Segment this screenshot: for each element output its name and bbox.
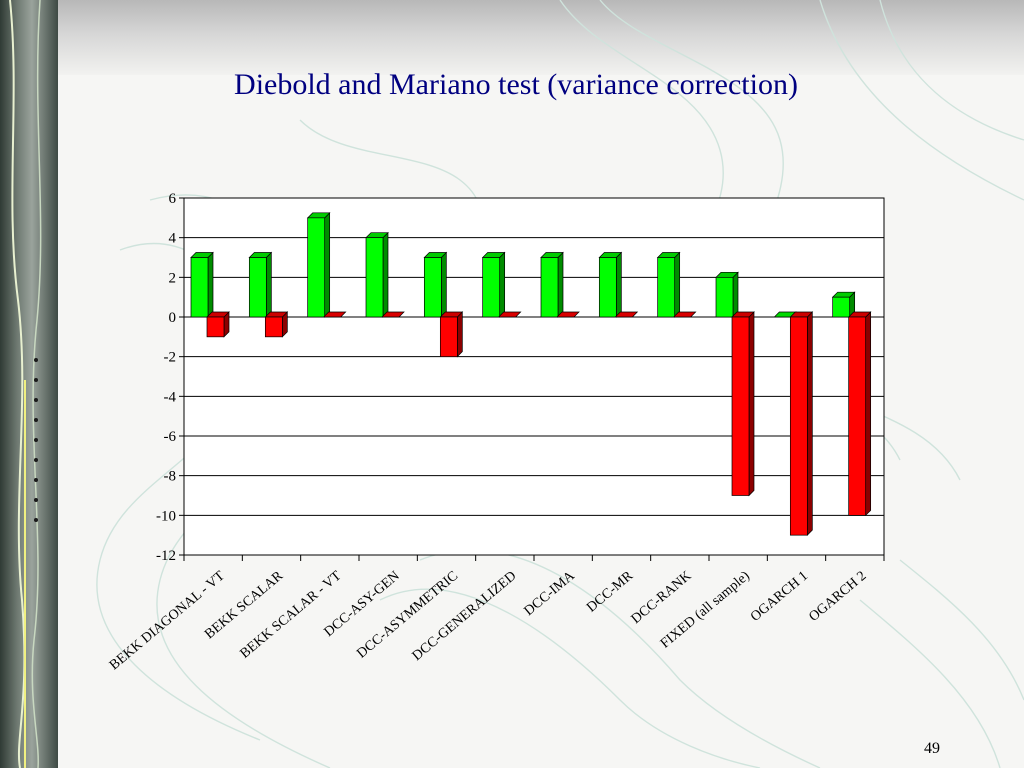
x-category-label: DCC-IMA — [522, 568, 579, 619]
y-tick-label: -10 — [156, 508, 176, 524]
bar-series1-12 — [831, 291, 856, 318]
y-axis-tick-labels: 6 4 2 0 -2 -4 -6 -8 -10 -12 — [156, 191, 177, 564]
slide-title: Diebold and Mariano test (variance corre… — [234, 68, 798, 101]
x-category-label: BEKK SCALAR - VT — [238, 568, 345, 661]
bar-series1-3 — [306, 211, 331, 318]
bar-series2-2 — [264, 311, 289, 338]
bar-series2-11 — [789, 311, 814, 537]
bars — [190, 211, 872, 537]
bar-series1-4 — [365, 231, 389, 318]
bar-series1-1 — [190, 251, 214, 318]
bar-series2-7 — [556, 311, 580, 318]
x-category-label: OGARCH 2 — [806, 569, 869, 625]
plot-area — [183, 197, 885, 556]
bar-series2-8 — [614, 311, 639, 318]
y-tick-label: 2 — [169, 270, 177, 286]
x-category-label: DCC-ASYMMETRIC — [354, 569, 461, 662]
y-tick-label: 4 — [169, 231, 177, 247]
bar-series2-1 — [206, 311, 230, 338]
bar-series1-5 — [423, 251, 448, 318]
map-strip-decoration — [0, 0, 58, 768]
x-axis-tick-marks — [183, 555, 885, 561]
bar-series1-10 — [715, 271, 739, 318]
bar-series2-5 — [439, 311, 464, 358]
y-tick-label: -8 — [164, 469, 177, 485]
bar-series2-9 — [672, 311, 697, 318]
y-tick-label: -12 — [156, 548, 176, 564]
y-tick-label: -2 — [164, 350, 177, 366]
x-category-label: OGARCH 1 — [748, 569, 811, 625]
bar-series1-6 — [481, 251, 506, 318]
y-tick-label: -4 — [164, 389, 177, 405]
bar-series1-2 — [248, 251, 273, 318]
y-tick-label: 6 — [169, 191, 177, 207]
x-category-label: DCC-GENERALIZED — [410, 569, 520, 664]
bar-series2-3 — [322, 311, 347, 318]
x-category-label: DCC-MR — [584, 568, 636, 615]
y-tick-label: 0 — [169, 310, 177, 326]
bar-series2-4 — [381, 311, 405, 318]
x-category-label: BEKK DIAGONAL - VT — [107, 568, 228, 673]
page-number: 49 — [924, 740, 940, 757]
bar-series1-9 — [656, 251, 681, 318]
header-gradient-band — [0, 0, 1024, 75]
bar-series1-8 — [598, 251, 623, 318]
bar-series1-7 — [540, 251, 564, 318]
bar-series2-6 — [497, 311, 522, 318]
bar-series2-12 — [847, 311, 872, 517]
y-tick-label: -6 — [164, 429, 177, 445]
bar-series2-10 — [731, 311, 755, 497]
